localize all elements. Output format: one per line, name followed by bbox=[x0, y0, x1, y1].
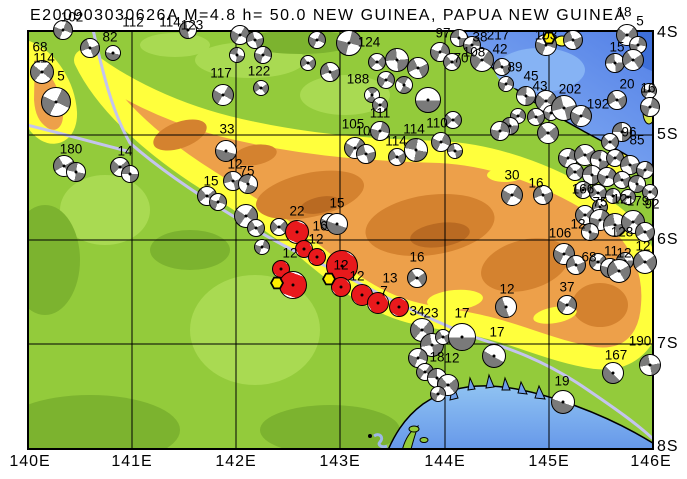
highland-darkest-patches bbox=[300, 196, 470, 248]
sea-shallow-patch bbox=[495, 48, 585, 92]
gulf-of-papua-sea bbox=[387, 385, 653, 449]
river-dot bbox=[368, 434, 372, 438]
figure-title: E200903030626A M=4.8 h= 50.0 NEW GUINEA,… bbox=[30, 7, 627, 24]
island-north bbox=[554, 35, 570, 47]
small-river bbox=[373, 433, 388, 449]
delta-island bbox=[408, 425, 420, 433]
delta-island bbox=[419, 437, 429, 443]
map-terrain-group bbox=[28, 31, 653, 449]
graticule bbox=[28, 31, 653, 449]
